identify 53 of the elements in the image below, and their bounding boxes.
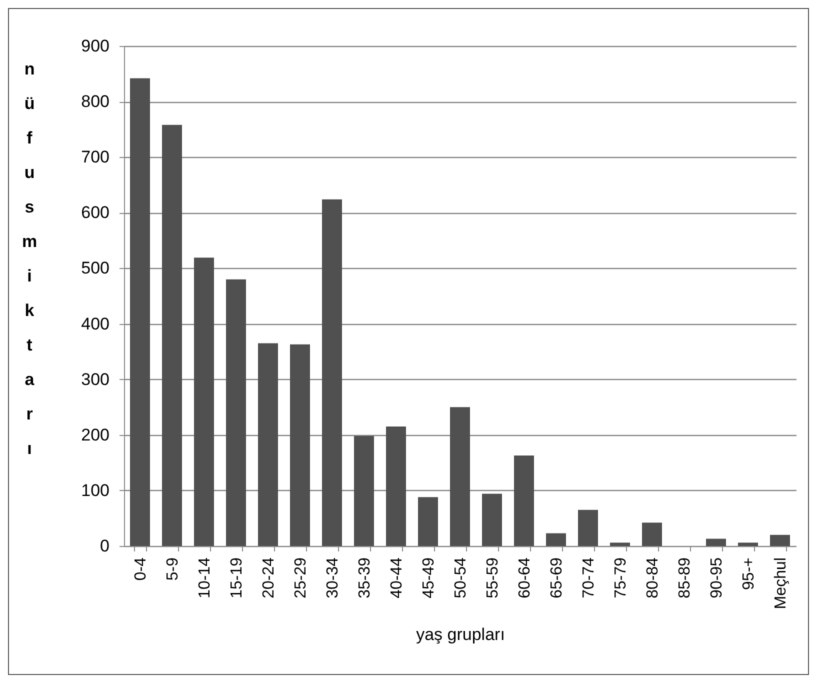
bar [610, 542, 630, 546]
text: nüfus miktarı [22, 60, 38, 458]
x-tick-label: 50-54 [452, 557, 470, 598]
bar [258, 343, 278, 546]
bar [738, 542, 758, 546]
x-tick-label: 20-24 [260, 557, 278, 598]
y-tick-label: 0 [100, 536, 110, 556]
y-tick-label: 700 [81, 148, 110, 167]
y-tick-label: 100 [81, 480, 110, 500]
x-tick-label: 75-79 [612, 557, 630, 598]
x-tick-label: 40-44 [388, 557, 406, 598]
bar [642, 522, 662, 546]
y-tick-label: 200 [81, 425, 110, 444]
x-tick-label: 0-4 [132, 557, 150, 581]
x-tick-label: 25-29 [292, 557, 310, 598]
x-tick-label: 35-39 [356, 557, 374, 598]
bar [354, 436, 374, 546]
bar [578, 510, 598, 546]
bar [706, 538, 726, 546]
x-tick-label: 95-+ [740, 558, 758, 590]
bar [130, 78, 150, 546]
bar [226, 279, 246, 546]
bar [514, 455, 534, 546]
x-tick-label: 70-74 [580, 557, 598, 598]
y-tick-label: 500 [81, 258, 110, 278]
x-tick-label: 10-14 [196, 557, 214, 598]
bar [322, 199, 342, 546]
x-tick-label: 65-69 [548, 557, 566, 598]
bar [162, 124, 182, 546]
x-tick-label: 5-9 [164, 557, 182, 581]
x-tick-label: 45-49 [420, 557, 438, 598]
bar [450, 407, 470, 546]
x-axis-title: yaş grupları [416, 625, 505, 644]
x-tick-label: 85-89 [676, 557, 694, 598]
x-tick-label: 15-19 [228, 557, 246, 598]
x-tick-label: Meçhul [772, 558, 790, 610]
x-tick-label: 60-64 [516, 557, 534, 598]
x-tick-label: 80-84 [644, 557, 662, 598]
x-tick-label: 55-59 [484, 557, 502, 598]
bar [546, 533, 566, 546]
y-tick-label: 900 [81, 36, 110, 56]
x-tick-label: 90-95 [708, 557, 726, 598]
bar [290, 344, 310, 546]
bar [482, 494, 502, 546]
x-tick-label: 30-34 [324, 557, 342, 598]
y-tick-label: 300 [81, 370, 110, 389]
bar [194, 258, 214, 546]
y-tick-label: 800 [81, 92, 110, 112]
y-tick-label: 600 [81, 203, 110, 222]
bar [386, 426, 406, 546]
bar [770, 534, 790, 546]
bar [418, 497, 438, 546]
y-tick-label: 400 [81, 314, 110, 334]
